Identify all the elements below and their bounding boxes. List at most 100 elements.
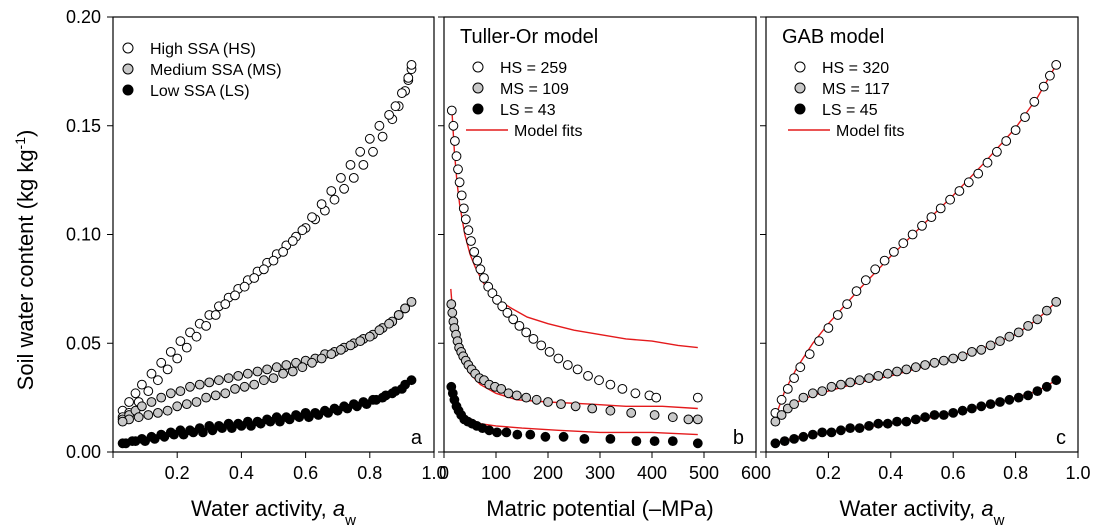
data-point (823, 323, 834, 333)
data-point (230, 384, 240, 394)
data-point (181, 342, 192, 353)
data-point (770, 438, 781, 449)
data-point (948, 408, 959, 418)
data-point (521, 327, 532, 338)
model-fit-line (450, 288, 698, 410)
data-point (667, 436, 678, 447)
data-point (892, 416, 902, 427)
data-point (630, 388, 641, 399)
data-point (159, 431, 170, 442)
data-point (854, 375, 865, 386)
data-point (1038, 81, 1049, 92)
data-point (220, 299, 231, 310)
data-point (901, 364, 912, 375)
data-point (985, 340, 996, 351)
data-point (453, 164, 463, 175)
data-point (297, 362, 308, 373)
data-point (1020, 112, 1030, 122)
data-point (935, 203, 946, 214)
data-point (525, 429, 536, 440)
data-point (892, 366, 902, 377)
data-point (252, 366, 263, 377)
legend-label: LS = 45 (822, 102, 878, 119)
data-point (165, 388, 176, 399)
data-point (162, 364, 173, 375)
data-point (832, 310, 843, 320)
data-point (814, 336, 824, 347)
data-point (397, 88, 407, 98)
data-point (355, 146, 366, 157)
data-point (860, 275, 871, 286)
data-point (329, 194, 340, 205)
data-point (393, 310, 404, 320)
data-point (204, 377, 215, 388)
x-tick-label: 0.4 (878, 463, 903, 483)
data-point (188, 427, 199, 438)
data-point (361, 399, 372, 410)
data-point (807, 388, 818, 399)
data-point (307, 357, 317, 368)
data-point (217, 423, 228, 434)
data-point (1013, 392, 1024, 403)
data-point (1013, 327, 1024, 338)
data-point (826, 427, 837, 438)
legend-label: Model fits (514, 123, 582, 140)
data-point (1051, 297, 1062, 307)
data-point (798, 392, 809, 403)
data-point (770, 416, 781, 427)
data-point (1041, 381, 1052, 392)
data-point (275, 416, 285, 427)
data-point (795, 362, 806, 373)
data-point (406, 297, 417, 307)
data-point (162, 405, 173, 416)
legend-label: Low SSA (LS) (150, 83, 250, 100)
data-point (447, 307, 458, 318)
data-point (976, 401, 987, 412)
data-point (776, 410, 787, 420)
data-point (528, 334, 539, 344)
data-point (497, 301, 508, 312)
data-point (284, 414, 295, 425)
data-point (531, 394, 542, 405)
legend-marker (122, 42, 134, 54)
data-point (271, 362, 282, 373)
data-point (175, 386, 186, 397)
data-point (178, 429, 189, 440)
panel-c: 0.2 0.4 0.6 0.8 1.0 Water activity, aw c GAB mo… (760, 16, 1091, 529)
data-point (826, 381, 837, 392)
panel-letter: a (411, 427, 423, 449)
data-point (651, 392, 662, 403)
data-point (920, 360, 930, 370)
data-point (649, 410, 660, 420)
data-point (995, 336, 1005, 347)
data-point (543, 397, 553, 407)
x-tick-label: 400 (637, 463, 667, 483)
data-point (403, 73, 414, 83)
data-point (579, 434, 590, 444)
y-axis-label: Soil water content (kg kg-1) (12, 130, 38, 391)
data-point (323, 408, 334, 418)
data-point (374, 120, 385, 131)
data-point (342, 403, 353, 414)
y-tick-label: 0.20 (66, 7, 101, 27)
data-point (594, 375, 604, 386)
legend-marker (794, 82, 806, 94)
data-point (117, 416, 128, 427)
data-point (901, 416, 912, 427)
data-point (649, 436, 660, 447)
x-tick-label: 600 (741, 463, 771, 483)
data-point (1010, 125, 1021, 136)
data-point (390, 101, 401, 112)
data-point (967, 403, 977, 414)
data-point (169, 429, 179, 440)
legend-label: High SSA (HS) (150, 41, 256, 58)
data-point (153, 408, 163, 418)
data-point (789, 399, 799, 410)
x-tick-label: 0.8 (357, 463, 382, 483)
data-point (233, 371, 244, 381)
data-point (954, 186, 965, 196)
data-point (502, 307, 513, 318)
x-axis-label: Water activity, aw (840, 496, 1005, 529)
x-tick-label: 1.0 (1065, 463, 1090, 483)
data-point (556, 399, 566, 410)
